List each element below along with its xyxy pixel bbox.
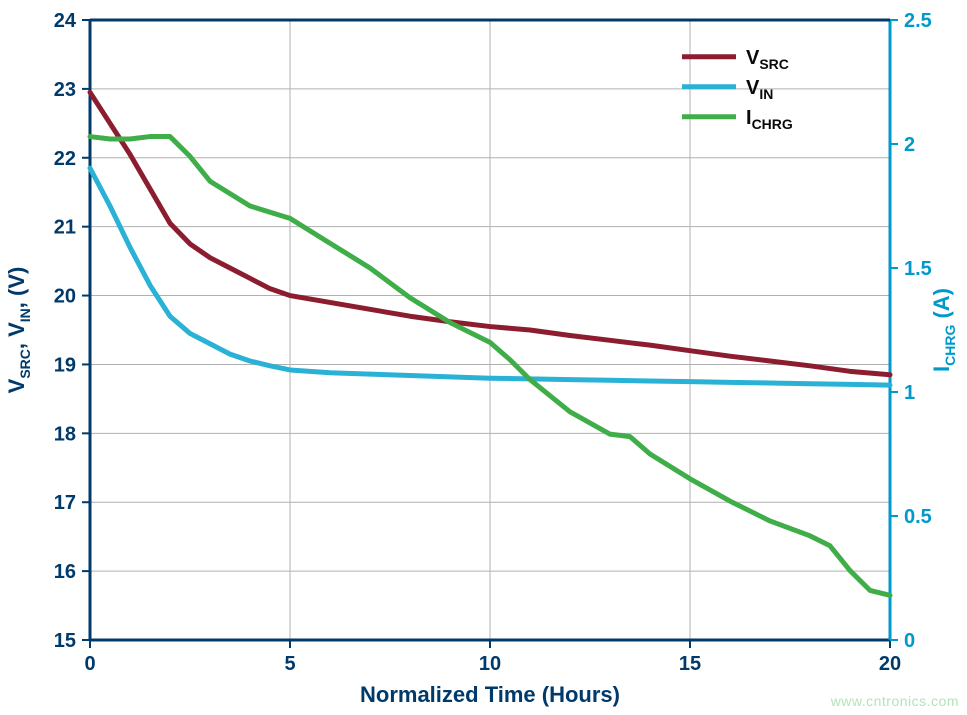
x-tick-label: 15 (679, 653, 701, 675)
y-right-tick-label: 0.5 (904, 506, 932, 528)
y-left-tick-label: 23 (54, 79, 76, 101)
x-tick-label: 10 (479, 653, 501, 675)
chart-svg: 0 5 10 15 20 15 16 17 18 19 20 21 22 23 24 0 0.5 1 1.5 2 2.5… (0, 0, 967, 715)
chart-background (0, 0, 967, 715)
y-right-tick-label: 1.5 (904, 258, 932, 280)
chart-container: 0 5 10 15 20 15 16 17 18 19 20 21 22 23 24 0 0.5 1 1.5 2 2.5… (0, 0, 967, 715)
y-left-tick-label: 21 (54, 217, 76, 239)
x-tick-label: 5 (284, 653, 295, 675)
y-right-tick-label: 0 (904, 630, 915, 652)
x-tick-label: 20 (879, 653, 901, 675)
y-left-tick-label: 24 (54, 10, 77, 32)
watermark: www.cntronics.com (831, 693, 959, 709)
x-tick-label: 0 (84, 653, 95, 675)
y-left-tick-label: 19 (54, 354, 76, 376)
y-right-tick-label: 2 (904, 134, 915, 156)
x-axis-title: Normalized Time (Hours) (360, 682, 620, 707)
y-left-tick-label: 20 (54, 286, 76, 308)
y-left-tick-label: 17 (54, 492, 76, 514)
y-left-tick-label: 18 (54, 423, 76, 445)
y-left-tick-label: 16 (54, 561, 76, 583)
y-left-tick-label: 15 (54, 630, 76, 652)
y-right-tick-label: 1 (904, 382, 915, 404)
y-right-tick-label: 2.5 (904, 10, 932, 32)
y-left-tick-label: 22 (54, 148, 76, 170)
